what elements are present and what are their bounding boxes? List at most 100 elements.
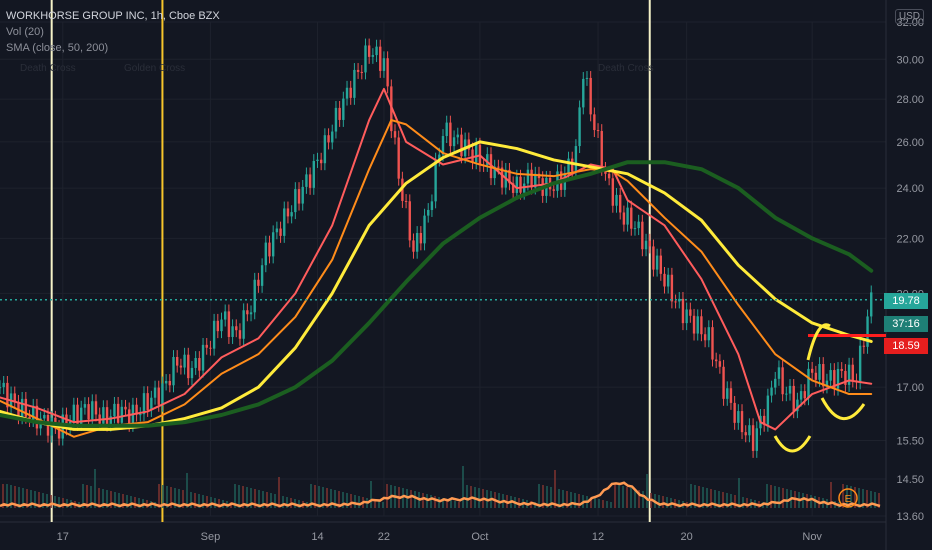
volume-bar [814,496,816,508]
x-tick-label: 14 [311,531,323,543]
volume-bar [46,494,48,508]
volume-bar [742,497,744,508]
volume-bar [90,486,92,508]
legend-sma: SMA (close, 50, 200) [6,42,109,54]
candle-body [415,232,419,252]
volume-bar [246,487,248,508]
volume-bar [322,487,324,508]
candle-body [139,414,142,416]
volume-bar [86,485,88,508]
volume-bar [138,498,140,508]
candle-body [249,312,253,315]
candle-body [423,215,426,244]
candle-body [674,301,677,303]
volume-bar [114,492,116,508]
candle-body [807,368,810,399]
candle-body [788,385,792,394]
candle-body [733,402,736,423]
volume-bar [746,498,748,508]
candle-body [678,298,681,302]
volume-bar [206,496,208,508]
candle-body [596,130,600,132]
candle-body [467,139,471,150]
candle-body [456,134,459,138]
volume-bar [134,497,136,508]
candle-body [781,367,784,395]
candle-body [655,255,659,270]
volume-bar [614,484,616,508]
volume-bar [250,488,252,508]
volume-bar [546,486,548,508]
candle-body [201,344,205,371]
candle-body [168,380,172,386]
candle-body [349,87,352,98]
candle-body [198,358,201,371]
candle-body [190,367,194,379]
candle-body [777,367,781,379]
candle-body [430,201,434,210]
volume-bar [174,488,176,508]
volume-bar [382,502,384,508]
candle-body [818,364,821,380]
y-tick-label: 30.00 [896,54,924,66]
candle-body [209,347,212,349]
volume-bar [658,495,660,508]
candle-body [216,320,220,332]
y-tick-label: 14.50 [896,474,924,486]
volume-bar [766,484,768,508]
x-tick-label: 12 [592,531,604,543]
chart-legend: WORKHORSE GROUP INC, 1h, Cboe BZX Vol (2… [6,8,220,56]
volume-bar [778,487,780,508]
candle-body [87,404,90,420]
volume-bar [858,488,860,508]
volume-bar [318,486,320,508]
volume-bar [38,492,40,508]
candle-body [113,403,116,417]
candle-body [607,173,611,179]
legend-volume: Vol (20) [6,26,44,38]
last-price-tag: 19.78 [884,293,928,309]
volume-bar [270,493,272,508]
candle-body [105,407,109,425]
candle-body [408,201,411,241]
y-tick-label: 26.00 [896,137,924,149]
volume-bar [710,489,712,508]
volume-bar [458,502,460,508]
candle-body [589,77,592,115]
volume-bar [342,492,344,508]
candle-body [441,136,445,155]
candle-body [176,356,179,366]
volume-bar [734,495,736,508]
candle-body [486,154,489,165]
candle-body [235,326,238,331]
candle-body [792,385,795,412]
volume-bar [622,486,624,508]
volume-bar [258,490,260,508]
volume-bar [542,485,544,508]
sma-short-line [0,87,873,431]
volume-bar [406,489,408,508]
volume-bar [450,500,452,508]
candle-body [124,406,127,410]
candle-body [2,382,5,388]
volume-bar [426,494,428,508]
volume-bar [182,490,184,508]
x-tick-label: Oct [471,531,488,543]
currency-badge[interactable]: USD [894,9,924,24]
volume-bar [334,490,336,508]
volume-bar [326,488,328,508]
candle-body [367,45,371,57]
candle-body [305,174,308,187]
candle-body [703,334,707,341]
candle-body [404,200,408,202]
volume-bar [634,489,636,508]
candle-body [283,208,286,236]
candle-body [260,265,264,286]
sma-mid-line [0,119,873,438]
candle-body [375,46,378,56]
volume-bar [10,485,12,508]
candle-body [356,69,360,72]
candle-body [718,361,722,367]
candle-body [722,366,725,399]
